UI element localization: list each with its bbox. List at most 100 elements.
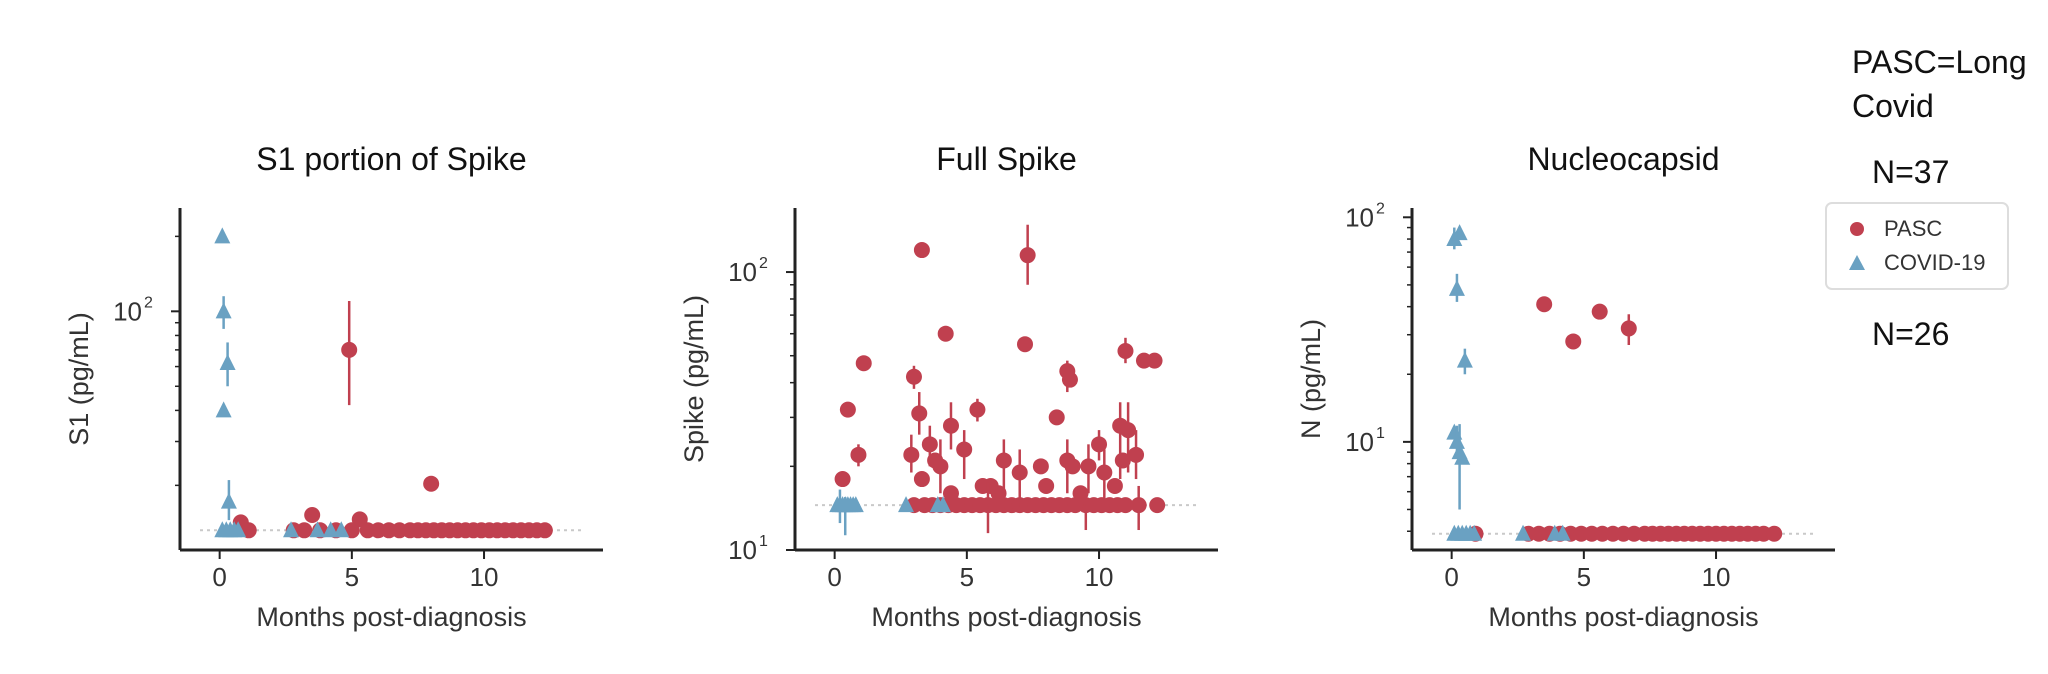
data-point-covid: [935, 496, 952, 513]
data-point-covid: [220, 492, 237, 509]
series-covid: [214, 227, 350, 538]
data-point-pasc: [932, 458, 949, 475]
data-point-covid: [1515, 524, 1532, 541]
series-pasc: [834, 224, 1166, 534]
data-point-pasc: [905, 368, 922, 385]
series-pasc: [232, 301, 553, 539]
legend: PASC COVID-19: [1825, 202, 2009, 290]
data-point-pasc: [913, 471, 930, 488]
y-tick-exponent: 1: [1376, 425, 1385, 442]
data-point-pasc: [1048, 409, 1065, 426]
y-axis-label: N (pg/mL): [1296, 319, 1326, 439]
data-point-pasc: [1591, 303, 1608, 320]
y-tick-exponent: 2: [1376, 200, 1385, 217]
x-axis-label: Months post-diagnosis: [871, 602, 1141, 632]
x-axis-label: Months post-diagnosis: [1488, 602, 1758, 632]
y-tick-label: 10: [113, 296, 142, 326]
data-point-pasc: [903, 446, 920, 463]
note-n-pasc: N=37: [1872, 154, 1950, 190]
data-point-pasc: [1130, 497, 1147, 514]
series-covid: [829, 489, 952, 536]
data-point-pasc: [343, 522, 360, 539]
data-point-pasc: [1146, 352, 1163, 369]
data-point-pasc: [969, 401, 986, 418]
data-point-covid: [898, 496, 915, 513]
chart-title: Full Spike: [936, 141, 1077, 177]
data-point-pasc: [972, 497, 989, 514]
y-axis-label: S1 (pg/mL): [64, 312, 94, 446]
x-tick-label: 0: [827, 562, 841, 592]
legend-covid-label: COVID-19: [1884, 250, 1985, 275]
data-point-pasc: [1011, 464, 1028, 481]
y-tick-exponent: 2: [759, 255, 768, 272]
data-point-covid: [1448, 279, 1465, 296]
y-tick-label: 10: [728, 257, 757, 287]
x-tick-label: 0: [212, 562, 226, 592]
data-point-pasc: [834, 471, 851, 488]
data-point-pasc: [1061, 371, 1078, 388]
data-point-pasc: [1096, 464, 1113, 481]
data-point-pasc: [995, 452, 1012, 469]
data-point-pasc: [536, 522, 553, 539]
data-point-pasc: [855, 355, 872, 372]
data-point-pasc: [937, 325, 954, 342]
y-tick-exponent: 1: [759, 533, 768, 550]
data-point-pasc: [839, 401, 856, 418]
legend-pasc-label: PASC: [1884, 216, 1942, 241]
data-point-pasc: [911, 405, 928, 422]
data-point-pasc: [1091, 436, 1108, 453]
y-tick-exponent: 2: [144, 294, 153, 311]
data-point-pasc: [304, 507, 321, 524]
data-point-covid: [1446, 423, 1463, 440]
data-point-pasc: [240, 522, 257, 539]
data-point-covid: [230, 521, 247, 538]
y-tick-label: 10: [728, 535, 757, 565]
data-point-covid: [283, 521, 300, 538]
series-pasc: [1467, 296, 1783, 542]
data-point-pasc: [1114, 452, 1131, 469]
data-point-pasc: [1019, 247, 1036, 264]
data-point-pasc: [921, 436, 938, 453]
data-point-pasc: [1117, 342, 1134, 359]
data-point-pasc: [1038, 477, 1055, 494]
data-point-covid: [1554, 524, 1571, 541]
data-point-pasc: [1017, 336, 1034, 353]
y-tick-label: 10: [1345, 202, 1374, 232]
series-covid: [1446, 224, 1571, 541]
x-tick-label: 5: [345, 562, 359, 592]
data-point-covid: [215, 401, 232, 418]
data-point-covid: [215, 302, 232, 319]
x-tick-label: 10: [1702, 562, 1731, 592]
data-point-pasc: [1149, 497, 1166, 514]
x-tick-label: 5: [1577, 562, 1591, 592]
data-point-pasc: [423, 475, 440, 492]
data-point-pasc: [1536, 296, 1553, 313]
y-tick-label: 10: [1345, 427, 1374, 457]
chart-title: Nucleocapsid: [1527, 141, 1719, 177]
data-point-pasc: [1565, 333, 1582, 350]
x-tick-label: 10: [470, 562, 499, 592]
data-point-pasc: [1128, 446, 1145, 463]
legend-covid-marker: [1849, 255, 1865, 270]
data-point-covid: [1448, 432, 1465, 449]
data-point-pasc: [1032, 458, 1049, 475]
data-point-pasc: [1117, 497, 1134, 514]
data-point-pasc: [913, 242, 930, 259]
x-tick-label: 10: [1085, 562, 1114, 592]
note-n-covid: N=26: [1872, 316, 1950, 352]
data-point-covid: [309, 521, 326, 538]
data-point-pasc: [956, 441, 973, 458]
y-axis-label: Spike (pg/mL): [679, 295, 709, 463]
data-point-covid: [1454, 448, 1471, 465]
legend-box: [1825, 202, 2009, 290]
x-tick-label: 5: [960, 562, 974, 592]
data-point-pasc: [1067, 497, 1084, 514]
data-point-pasc: [942, 417, 959, 434]
data-point-pasc: [1620, 320, 1637, 337]
data-point-covid: [1456, 351, 1473, 368]
data-point-pasc: [341, 341, 358, 358]
